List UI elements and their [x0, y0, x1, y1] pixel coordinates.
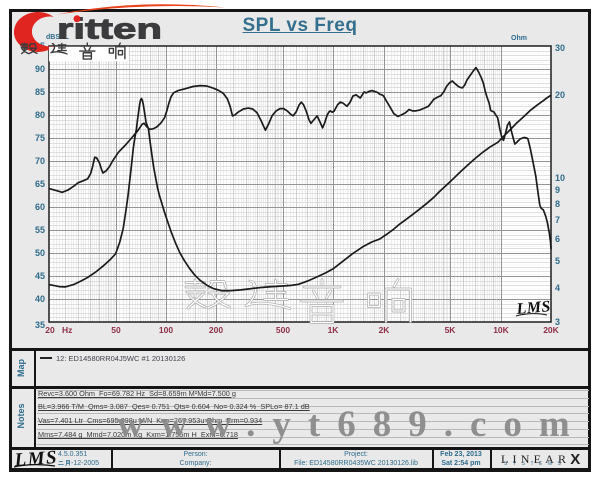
svg-text:LMS: LMS: [515, 298, 552, 318]
svg-text:ritten: ritten: [57, 14, 162, 46]
